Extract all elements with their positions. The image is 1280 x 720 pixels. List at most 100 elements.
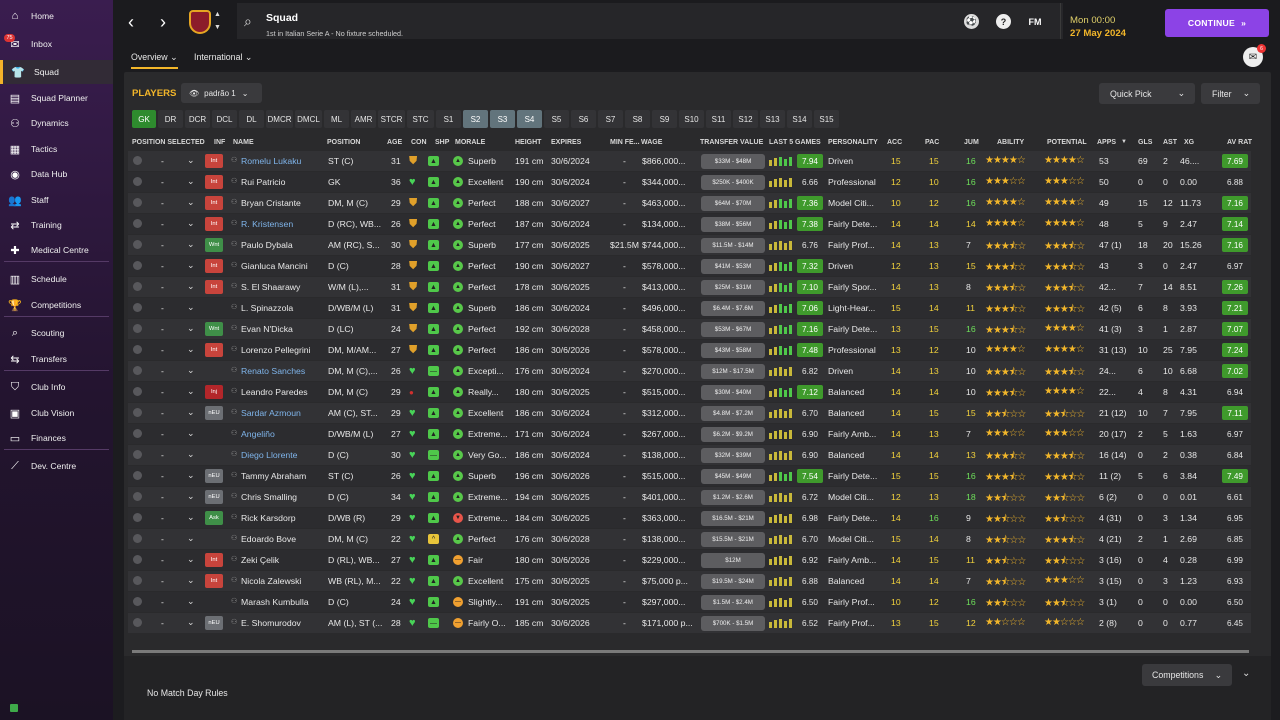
player-name[interactable]: Renato Sanches [241, 366, 306, 376]
table-row[interactable]: - ⌄ ⚇ Marash Kumbulla D (C) 24 ♥ ▲ — Slightly... 1… [128, 592, 1251, 612]
position-button-s13[interactable]: S13 [760, 110, 785, 128]
player-name[interactable]: Marash Kumbulla [241, 597, 309, 607]
selected-marker[interactable] [133, 576, 142, 585]
selected-marker[interactable] [133, 597, 142, 606]
row-menu-chevron-icon[interactable]: ⌄ [187, 239, 195, 249]
table-row[interactable]: - ⌄ Int ⚇ Lorenzo Pellegrini DM, M/AM... 27 ⛊ ▲ ▲… [128, 340, 1251, 360]
forward-arrow-icon[interactable]: › [160, 12, 166, 32]
selected-marker[interactable] [133, 471, 142, 480]
messages-icon[interactable]: ✉ 6 [1243, 44, 1266, 67]
position-button-ml[interactable]: ML [324, 110, 349, 128]
position-button-s11[interactable]: S11 [706, 110, 731, 128]
table-row[interactable]: - ⌄ Int ⚇ Nicola Zalewski WB (RL), M... 22 ♥ ▲ ▲ E… [128, 571, 1251, 591]
row-menu-chevron-icon[interactable]: ⌄ [187, 302, 195, 312]
row-menu-chevron-icon[interactable]: ⌄ [187, 470, 195, 480]
view-select[interactable]: 👁 padrão 1 ⌄ [181, 83, 262, 103]
table-row[interactable]: - ⌄ nEU ⚇ Tammy Abraham ST (C) 26 ♥ ▲ ▲ Superb 196 … [128, 466, 1251, 486]
help-icon[interactable]: ? [996, 14, 1011, 29]
column-header[interactable]: PERSONALITY [828, 139, 878, 146]
sidebar-item-training[interactable]: ⇄ Training [0, 213, 113, 237]
sidebar-item-staff[interactable]: 👥 Staff [0, 188, 113, 212]
position-button-s15[interactable]: S15 [814, 110, 839, 128]
row-menu-chevron-icon[interactable]: ⌄ [187, 617, 195, 627]
player-name[interactable]: Paulo Dybala [241, 240, 293, 250]
column-header[interactable]: INF [214, 139, 226, 146]
column-header[interactable]: SHP [435, 139, 450, 146]
player-name[interactable]: E. Shomurodov [241, 618, 301, 628]
selected-marker[interactable] [133, 198, 142, 207]
sidebar-item-schedule[interactable]: ▥ Schedule [0, 267, 113, 291]
column-header[interactable]: AGE [387, 139, 403, 146]
row-menu-chevron-icon[interactable]: ⌄ [187, 386, 195, 396]
continue-button[interactable]: CONTINUE » [1165, 9, 1269, 37]
horizontal-scrollbar[interactable] [132, 650, 1249, 653]
selected-marker[interactable] [133, 324, 142, 333]
status-icon[interactable] [10, 704, 18, 712]
row-menu-chevron-icon[interactable]: ⌄ [187, 491, 195, 501]
table-row[interactable]: - ⌄ nEU ⚇ Sardar Azmoun AM (C), ST... 29 ♥ ▲ ▲ Exc… [128, 403, 1251, 423]
sidebar-item-squad[interactable]: 👕 Squad [0, 60, 113, 84]
table-row[interactable]: - ⌄ Int ⚇ Romelu Lukaku ST (C) 31 ⛊ ▲ ▲ Superb 191 … [128, 151, 1251, 171]
row-menu-chevron-icon[interactable]: ⌄ [187, 323, 195, 333]
search-icon[interactable]: ⌕ [244, 13, 252, 29]
row-menu-chevron-icon[interactable]: ⌄ [187, 260, 195, 270]
position-button-stcr[interactable]: STCR [378, 110, 405, 128]
position-button-s6[interactable]: S6 [571, 110, 596, 128]
sidebar-item-inbox[interactable]: ✉ Inbox 75 [0, 32, 113, 56]
column-header[interactable]: POSITION [327, 139, 361, 146]
player-name[interactable]: Sardar Azmoun [241, 408, 301, 418]
player-name[interactable]: Leandro Paredes [241, 387, 308, 397]
column-header[interactable]: XG [1184, 139, 1195, 146]
table-row[interactable]: - ⌄ ⚇ Edoardo Bove DM, M (C) 22 ♥ ^ ▲ Perfect 176 … [128, 529, 1251, 549]
player-name[interactable]: S. El Shaarawy [241, 282, 301, 292]
column-header[interactable]: ACC [887, 139, 903, 146]
player-name[interactable]: Edoardo Bove [241, 534, 297, 544]
sidebar-item-home[interactable]: ⌂ Home [0, 4, 113, 28]
row-menu-chevron-icon[interactable]: ⌄ [187, 449, 195, 459]
tab-international[interactable]: International ⌄ [194, 52, 253, 62]
position-button-s2[interactable]: S2 [463, 110, 488, 128]
selected-marker[interactable] [133, 366, 142, 375]
selected-marker[interactable] [133, 555, 142, 564]
sidebar-item-club-info[interactable]: ⛉ Club Info [0, 375, 113, 399]
column-header[interactable]: EXPIRES [551, 139, 582, 146]
position-button-amr[interactable]: AMR [351, 110, 376, 128]
column-header[interactable]: POTENTIAL [1047, 139, 1087, 146]
selected-marker[interactable] [133, 618, 142, 627]
selected-marker[interactable] [133, 513, 142, 522]
sidebar-item-competitions[interactable]: 🏆 Competitions [0, 293, 113, 317]
selected-marker[interactable] [133, 387, 142, 396]
row-menu-chevron-icon[interactable]: ⌄ [187, 596, 195, 606]
position-button-dcr[interactable]: DCR [185, 110, 210, 128]
sidebar-item-scouting[interactable]: ⌕ Scouting [0, 321, 113, 345]
filter-button[interactable]: Filter ⌄ [1201, 83, 1260, 104]
position-button-dmcl[interactable]: DMCL [295, 110, 322, 128]
player-name[interactable]: Angeliño [241, 429, 275, 439]
table-row[interactable]: - ⌄ ⚇ L. Spinazzola D/WB/M (L) 31 ⛊ ▲ ▲ Superb 186… [128, 298, 1251, 318]
row-menu-chevron-icon[interactable]: ⌄ [187, 344, 195, 354]
table-row[interactable]: - ⌄ Int ⚇ S. El Shaarawy W/M (L),... 31 ⛊ ▲ ▲ Perf… [128, 277, 1251, 297]
player-name[interactable]: Rick Karsdorp [241, 513, 296, 523]
player-name[interactable]: Zeki Çelik [241, 555, 280, 565]
table-row[interactable]: - ⌄ nEU ⚇ E. Shomurodov AM (L), ST (... 28 ♥ — — F… [128, 613, 1251, 633]
position-button-dmcr[interactable]: DMCR [266, 110, 293, 128]
column-header[interactable]: JUM [964, 139, 979, 146]
row-menu-chevron-icon[interactable]: ⌄ [187, 176, 195, 186]
position-button-dcl[interactable]: DCL [212, 110, 237, 128]
player-name[interactable]: Tammy Abraham [241, 471, 307, 481]
player-name[interactable]: Gianluca Mancini [241, 261, 308, 271]
selected-marker[interactable] [133, 261, 142, 270]
position-button-dr[interactable]: DR [158, 110, 183, 128]
player-name[interactable]: Romelu Lukaku [241, 156, 302, 166]
position-button-s7[interactable]: S7 [598, 110, 623, 128]
row-menu-chevron-icon[interactable]: ⌄ [187, 533, 195, 543]
table-row[interactable]: - ⌄ Int ⚇ Gianluca Mancini D (C) 28 ⛊ ▲ ▲ Perfect 1… [128, 256, 1251, 276]
ball-icon[interactable]: ⚽ [964, 14, 979, 29]
chevron-up-icon[interactable]: ▲ [214, 11, 221, 18]
row-menu-chevron-icon[interactable]: ⌄ [187, 365, 195, 375]
selected-marker[interactable] [133, 219, 142, 228]
table-row[interactable]: - ⌄ Wnt ⚇ Evan N'Dicka D (LC) 24 ⛊ ▲ ▲ Perfect 192 … [128, 319, 1251, 339]
position-button-s3[interactable]: S3 [490, 110, 515, 128]
fm-logo[interactable]: FM [1028, 16, 1042, 27]
player-name[interactable]: Chris Smalling [241, 492, 298, 502]
